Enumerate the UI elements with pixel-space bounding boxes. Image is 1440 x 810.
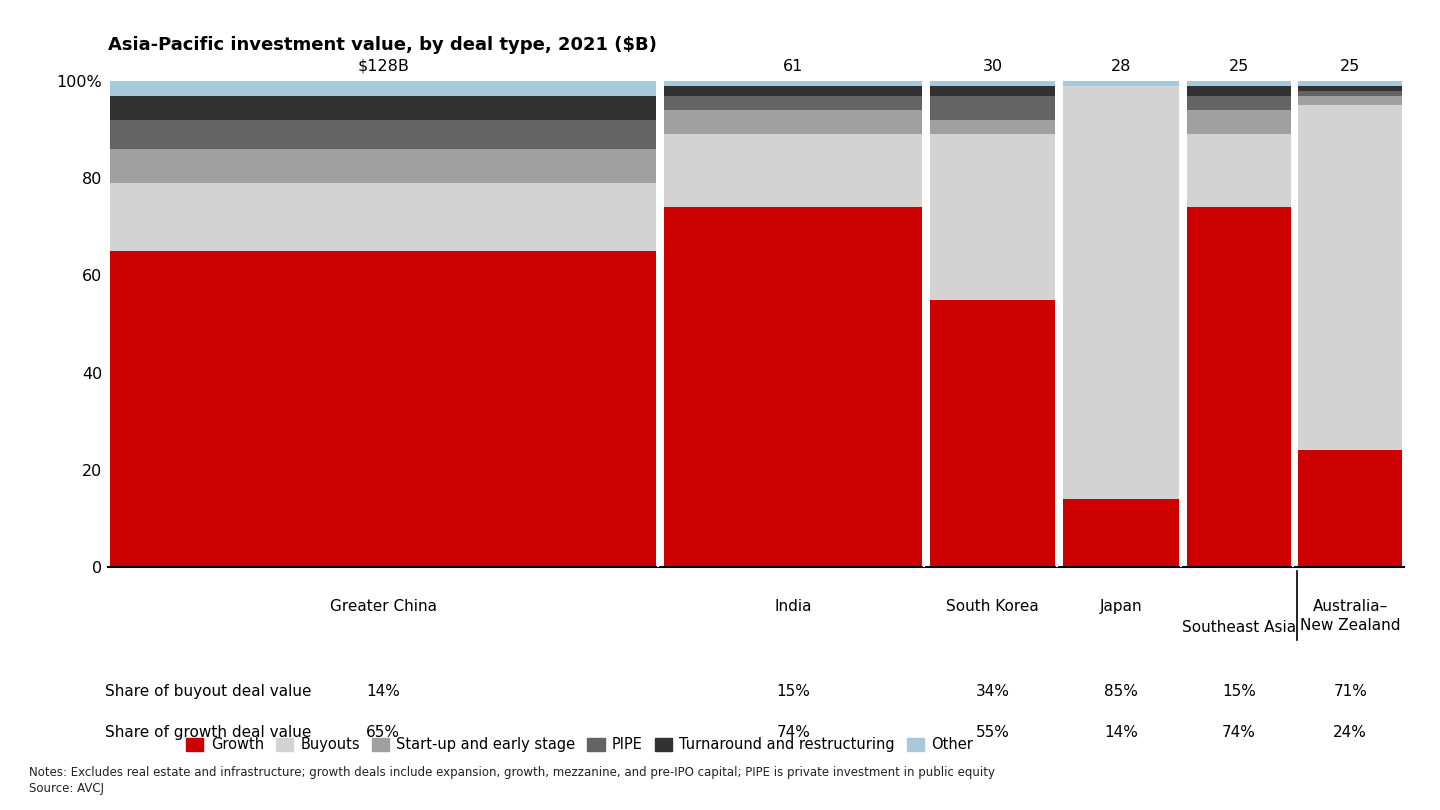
Bar bbox=[1063, 86, 1179, 499]
Bar bbox=[1299, 450, 1403, 567]
Text: 74%: 74% bbox=[776, 725, 811, 740]
Bar bbox=[664, 207, 923, 567]
Text: 24%: 24% bbox=[1333, 725, 1367, 740]
Bar bbox=[1299, 86, 1403, 91]
Text: 15%: 15% bbox=[1223, 684, 1256, 700]
Text: 25: 25 bbox=[1341, 58, 1361, 74]
Text: 85%: 85% bbox=[1104, 684, 1138, 700]
Bar bbox=[109, 251, 657, 567]
Bar bbox=[930, 300, 1056, 567]
Bar bbox=[930, 134, 1056, 300]
Bar bbox=[1299, 96, 1403, 105]
Bar bbox=[1187, 207, 1290, 567]
Bar bbox=[1187, 134, 1290, 207]
Bar bbox=[1063, 499, 1179, 567]
Text: South Korea: South Korea bbox=[946, 599, 1040, 615]
Text: Australia–
New Zealand: Australia– New Zealand bbox=[1300, 599, 1401, 633]
Text: 55%: 55% bbox=[976, 725, 1009, 740]
Bar bbox=[109, 149, 657, 183]
Bar bbox=[664, 81, 923, 86]
Bar bbox=[1187, 81, 1290, 86]
Bar bbox=[930, 86, 1056, 96]
Text: 14%: 14% bbox=[1104, 725, 1138, 740]
Legend: Growth, Buyouts, Start-up and early stage, PIPE, Turnaround and restructuring, O: Growth, Buyouts, Start-up and early stag… bbox=[180, 731, 979, 758]
Text: Share of growth deal value: Share of growth deal value bbox=[105, 725, 311, 740]
Bar bbox=[1187, 96, 1290, 110]
Text: Share of buyout deal value: Share of buyout deal value bbox=[105, 684, 311, 700]
Text: Notes: Excludes real estate and infrastructure; growth deals include expansion, : Notes: Excludes real estate and infrastr… bbox=[29, 766, 995, 779]
Bar bbox=[1063, 81, 1179, 86]
Text: 14%: 14% bbox=[366, 684, 400, 700]
Bar bbox=[109, 183, 657, 251]
Bar bbox=[109, 96, 657, 120]
Text: 65%: 65% bbox=[366, 725, 400, 740]
Bar bbox=[664, 86, 923, 96]
Bar bbox=[664, 96, 923, 110]
Bar bbox=[930, 120, 1056, 134]
Text: 25: 25 bbox=[1228, 58, 1248, 74]
Text: India: India bbox=[775, 599, 812, 615]
Bar bbox=[930, 81, 1056, 86]
Bar bbox=[1299, 91, 1403, 96]
Bar bbox=[109, 120, 657, 149]
Bar bbox=[1299, 105, 1403, 450]
Bar bbox=[664, 110, 923, 134]
Bar bbox=[1187, 110, 1290, 134]
Text: Asia-Pacific investment value, by deal type, 2021 ($B): Asia-Pacific investment value, by deal t… bbox=[108, 36, 657, 54]
Text: 28: 28 bbox=[1112, 58, 1132, 74]
Text: 15%: 15% bbox=[776, 684, 811, 700]
Bar bbox=[664, 134, 923, 207]
Text: Greater China: Greater China bbox=[330, 599, 436, 615]
Bar bbox=[930, 96, 1056, 120]
Text: $128B: $128B bbox=[357, 58, 409, 74]
Text: Japan: Japan bbox=[1100, 599, 1142, 615]
Text: Source: AVCJ: Source: AVCJ bbox=[29, 782, 104, 795]
Text: 61: 61 bbox=[783, 58, 804, 74]
Bar bbox=[1187, 86, 1290, 96]
Bar bbox=[1299, 81, 1403, 86]
Bar bbox=[109, 81, 657, 96]
Text: 74%: 74% bbox=[1223, 725, 1256, 740]
Text: Southeast Asia: Southeast Asia bbox=[1182, 620, 1296, 635]
Text: 34%: 34% bbox=[976, 684, 1009, 700]
Text: 71%: 71% bbox=[1333, 684, 1367, 700]
Text: 30: 30 bbox=[982, 58, 1002, 74]
